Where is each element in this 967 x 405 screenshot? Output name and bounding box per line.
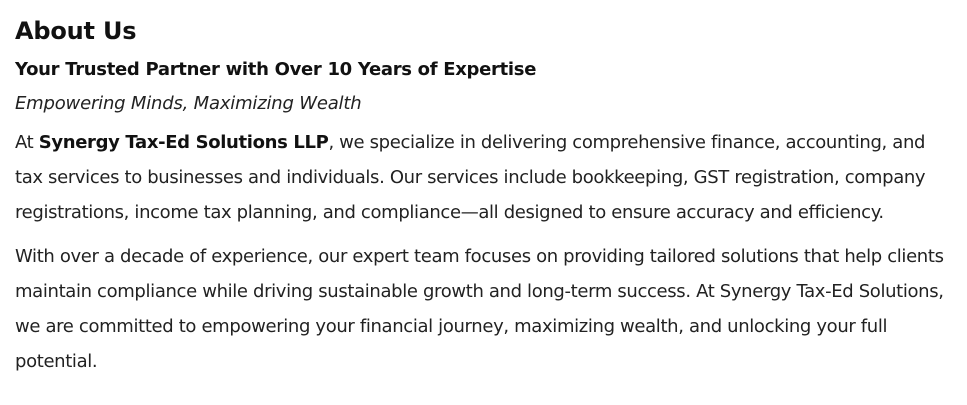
experience-paragraph: With over a decade of experience, our ex… (15, 246, 944, 372)
intro-prefix: At (15, 132, 39, 153)
section-subtitle: Your Trusted Partner with Over 10 Years … (15, 59, 537, 80)
intro-paragraph: At Synergy Tax-Ed Solutions LLP, we spec… (15, 125, 952, 230)
page-title: About Us (15, 17, 137, 45)
intro-text: , we specialize in delivering comprehens… (15, 132, 926, 223)
company-name: Synergy Tax-Ed Solutions LLP (38, 132, 329, 153)
tagline: Empowering Minds, Maximizing Wealth (15, 93, 362, 114)
